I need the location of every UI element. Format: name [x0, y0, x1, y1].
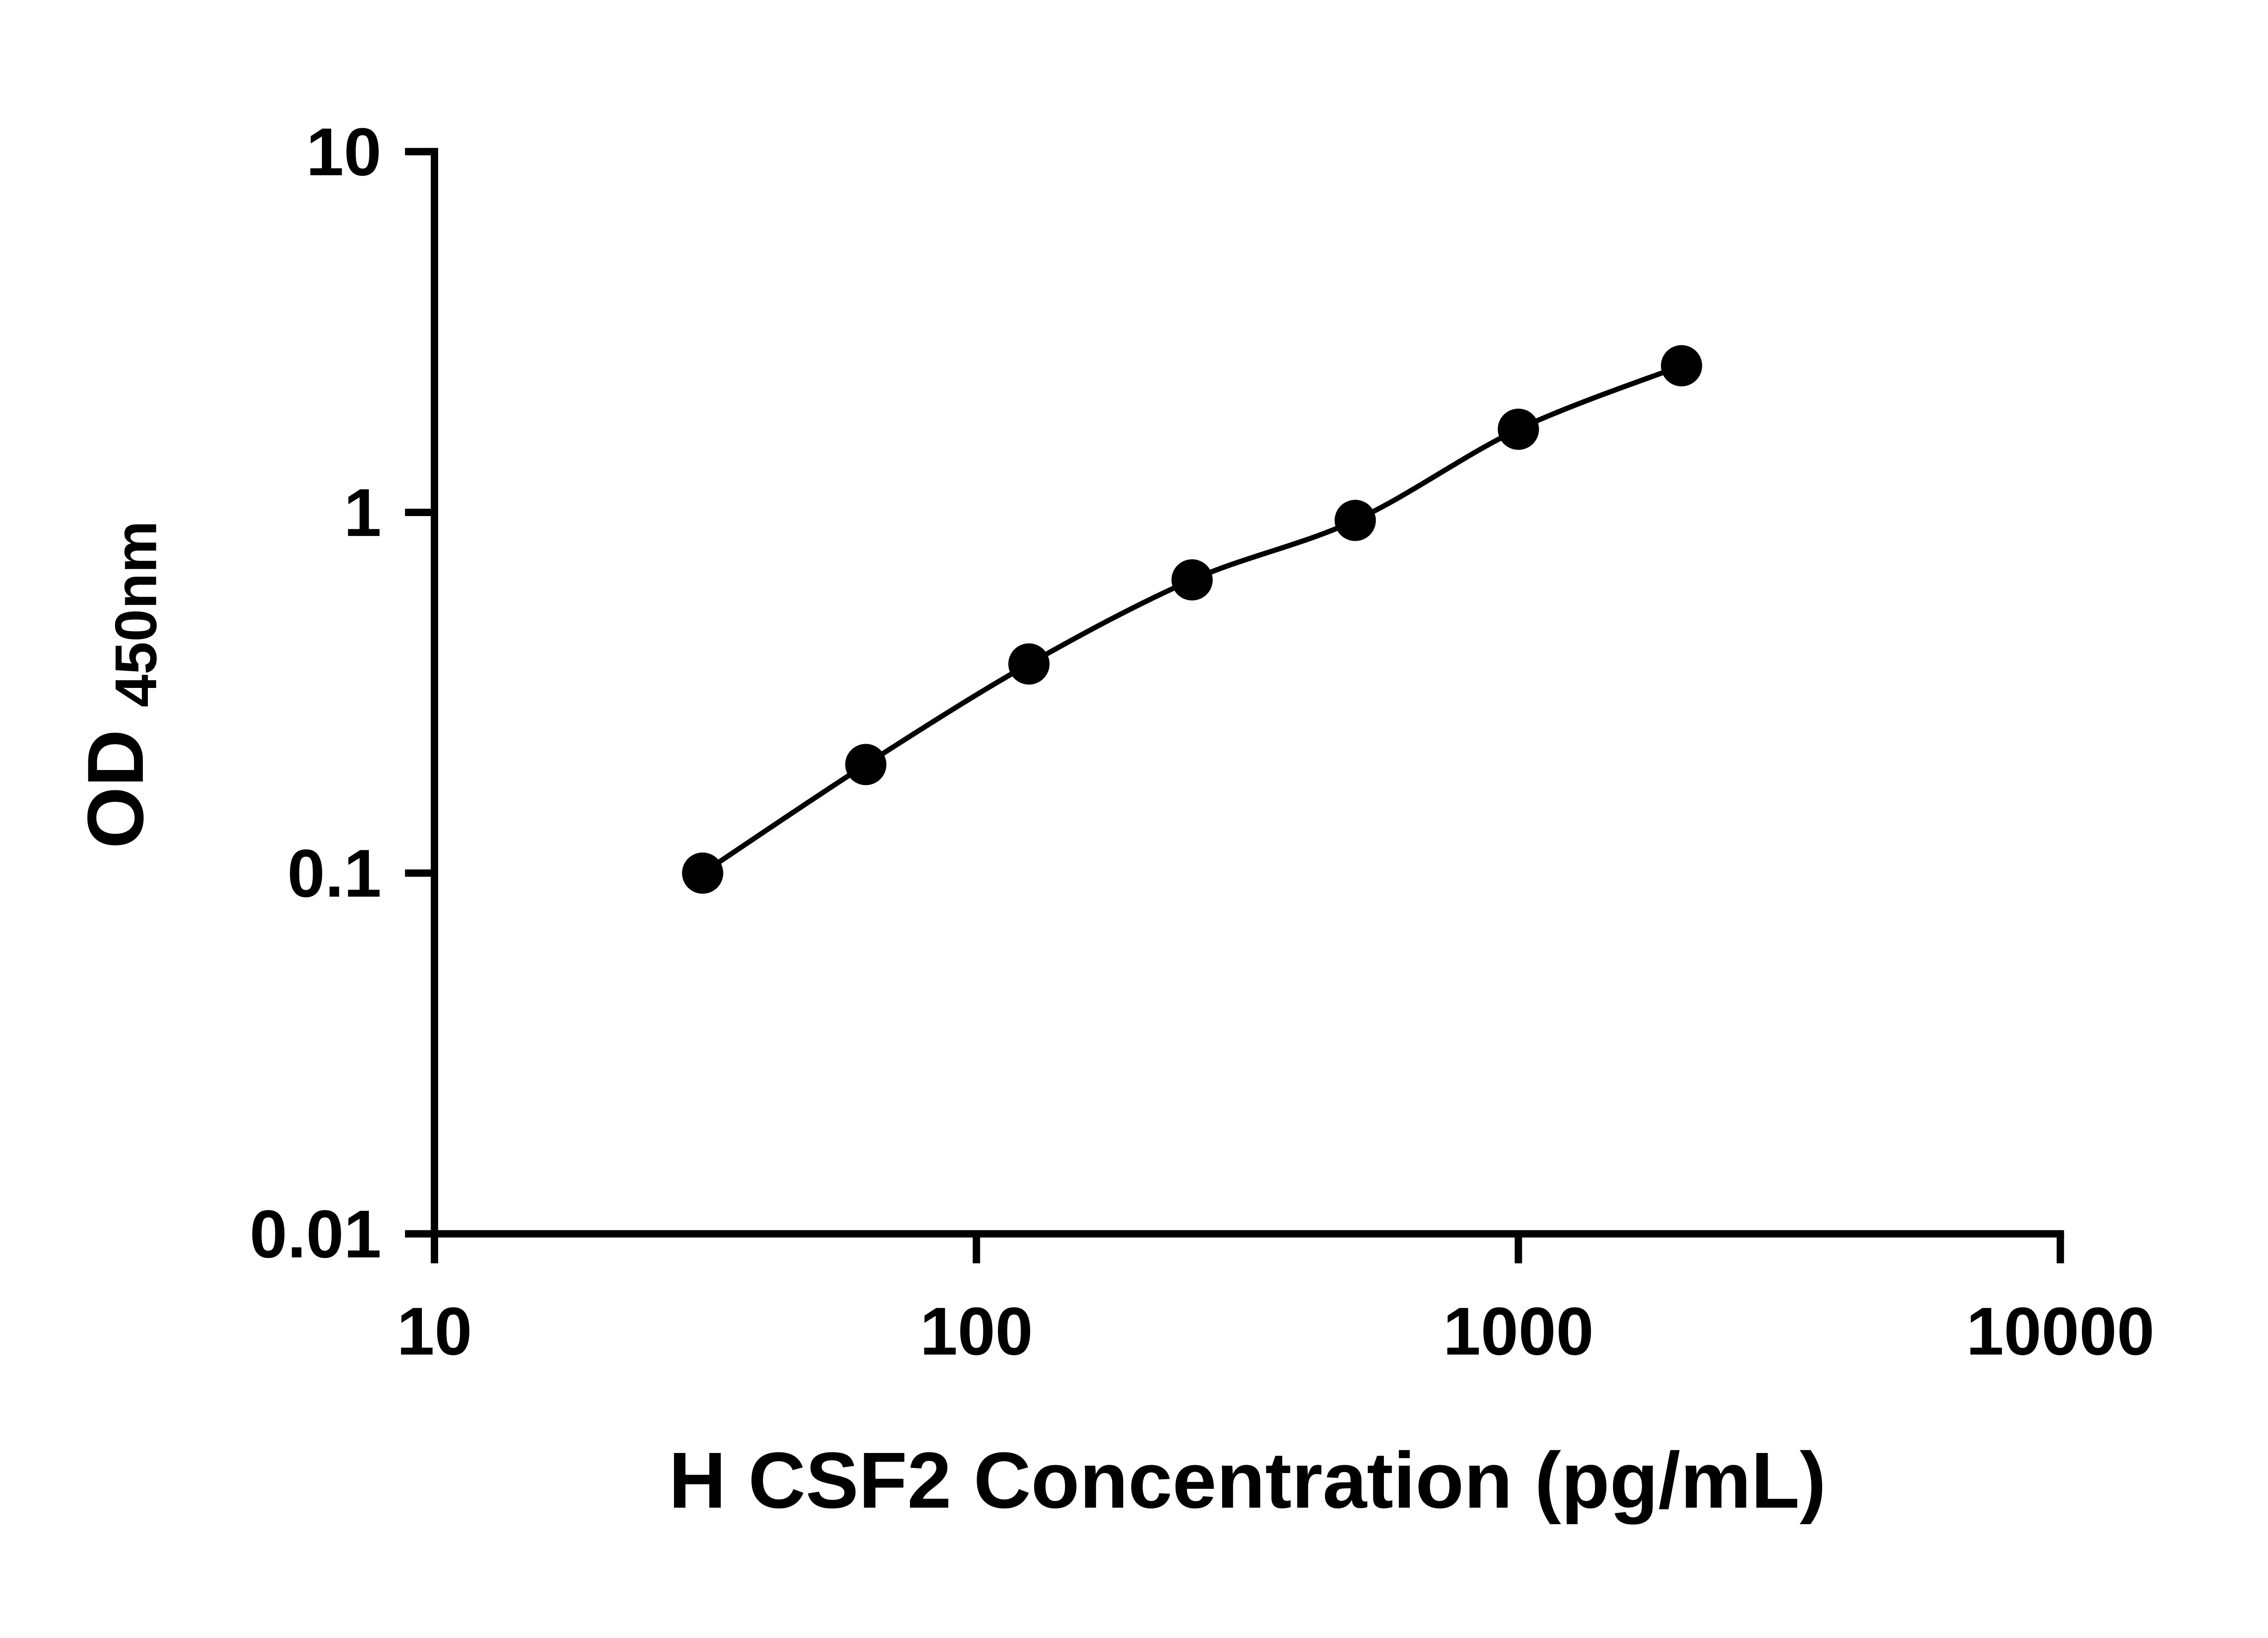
x-tick-label: 100 [920, 1293, 1033, 1369]
standard-curve-chart: 10 100 1000 10000 0.01 0.1 1 10 H CSF2 Concentr… [71, 114, 2155, 1525]
y-axis-title-sub: 450nm [103, 521, 169, 707]
axes-layer [405, 148, 2064, 1263]
x-axis-title: H CSF2 Concentration (pg/mL) [669, 1436, 1826, 1525]
y-tick-label: 0.01 [249, 1196, 381, 1272]
data-point-marker [682, 852, 723, 894]
y-tick-label: 0.1 [287, 835, 381, 911]
x-tick-label: 1000 [1443, 1293, 1593, 1369]
y-axis-title: OD 450nm [71, 521, 169, 848]
data-point-marker [1661, 345, 1702, 386]
data-point-marker [1171, 559, 1213, 601]
y-axis-title-main: OD [71, 729, 160, 848]
x-tick-label: 10 [397, 1293, 472, 1369]
y-tick-label: 1 [344, 475, 381, 551]
data-point-marker [1497, 409, 1539, 450]
x-tick-label: 10000 [1966, 1293, 2155, 1369]
series-layer [682, 345, 1702, 894]
data-point-marker [845, 744, 887, 785]
tick-label-layer: 10 100 1000 10000 0.01 0.1 1 10 [249, 114, 2155, 1369]
figure-canvas: 10 100 1000 10000 0.01 0.1 1 10 H CSF2 Concentr… [71, 114, 2155, 1525]
data-point-marker [1008, 643, 1050, 685]
data-point-marker [1334, 500, 1376, 541]
y-tick-label: 10 [306, 114, 381, 190]
